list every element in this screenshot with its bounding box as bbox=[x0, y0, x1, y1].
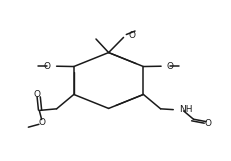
Text: O: O bbox=[205, 119, 212, 128]
Text: O: O bbox=[129, 31, 136, 40]
Text: O: O bbox=[166, 62, 173, 71]
Text: O: O bbox=[33, 90, 41, 99]
Text: O: O bbox=[38, 118, 45, 127]
Text: NH: NH bbox=[179, 105, 192, 114]
Text: O: O bbox=[44, 62, 51, 71]
